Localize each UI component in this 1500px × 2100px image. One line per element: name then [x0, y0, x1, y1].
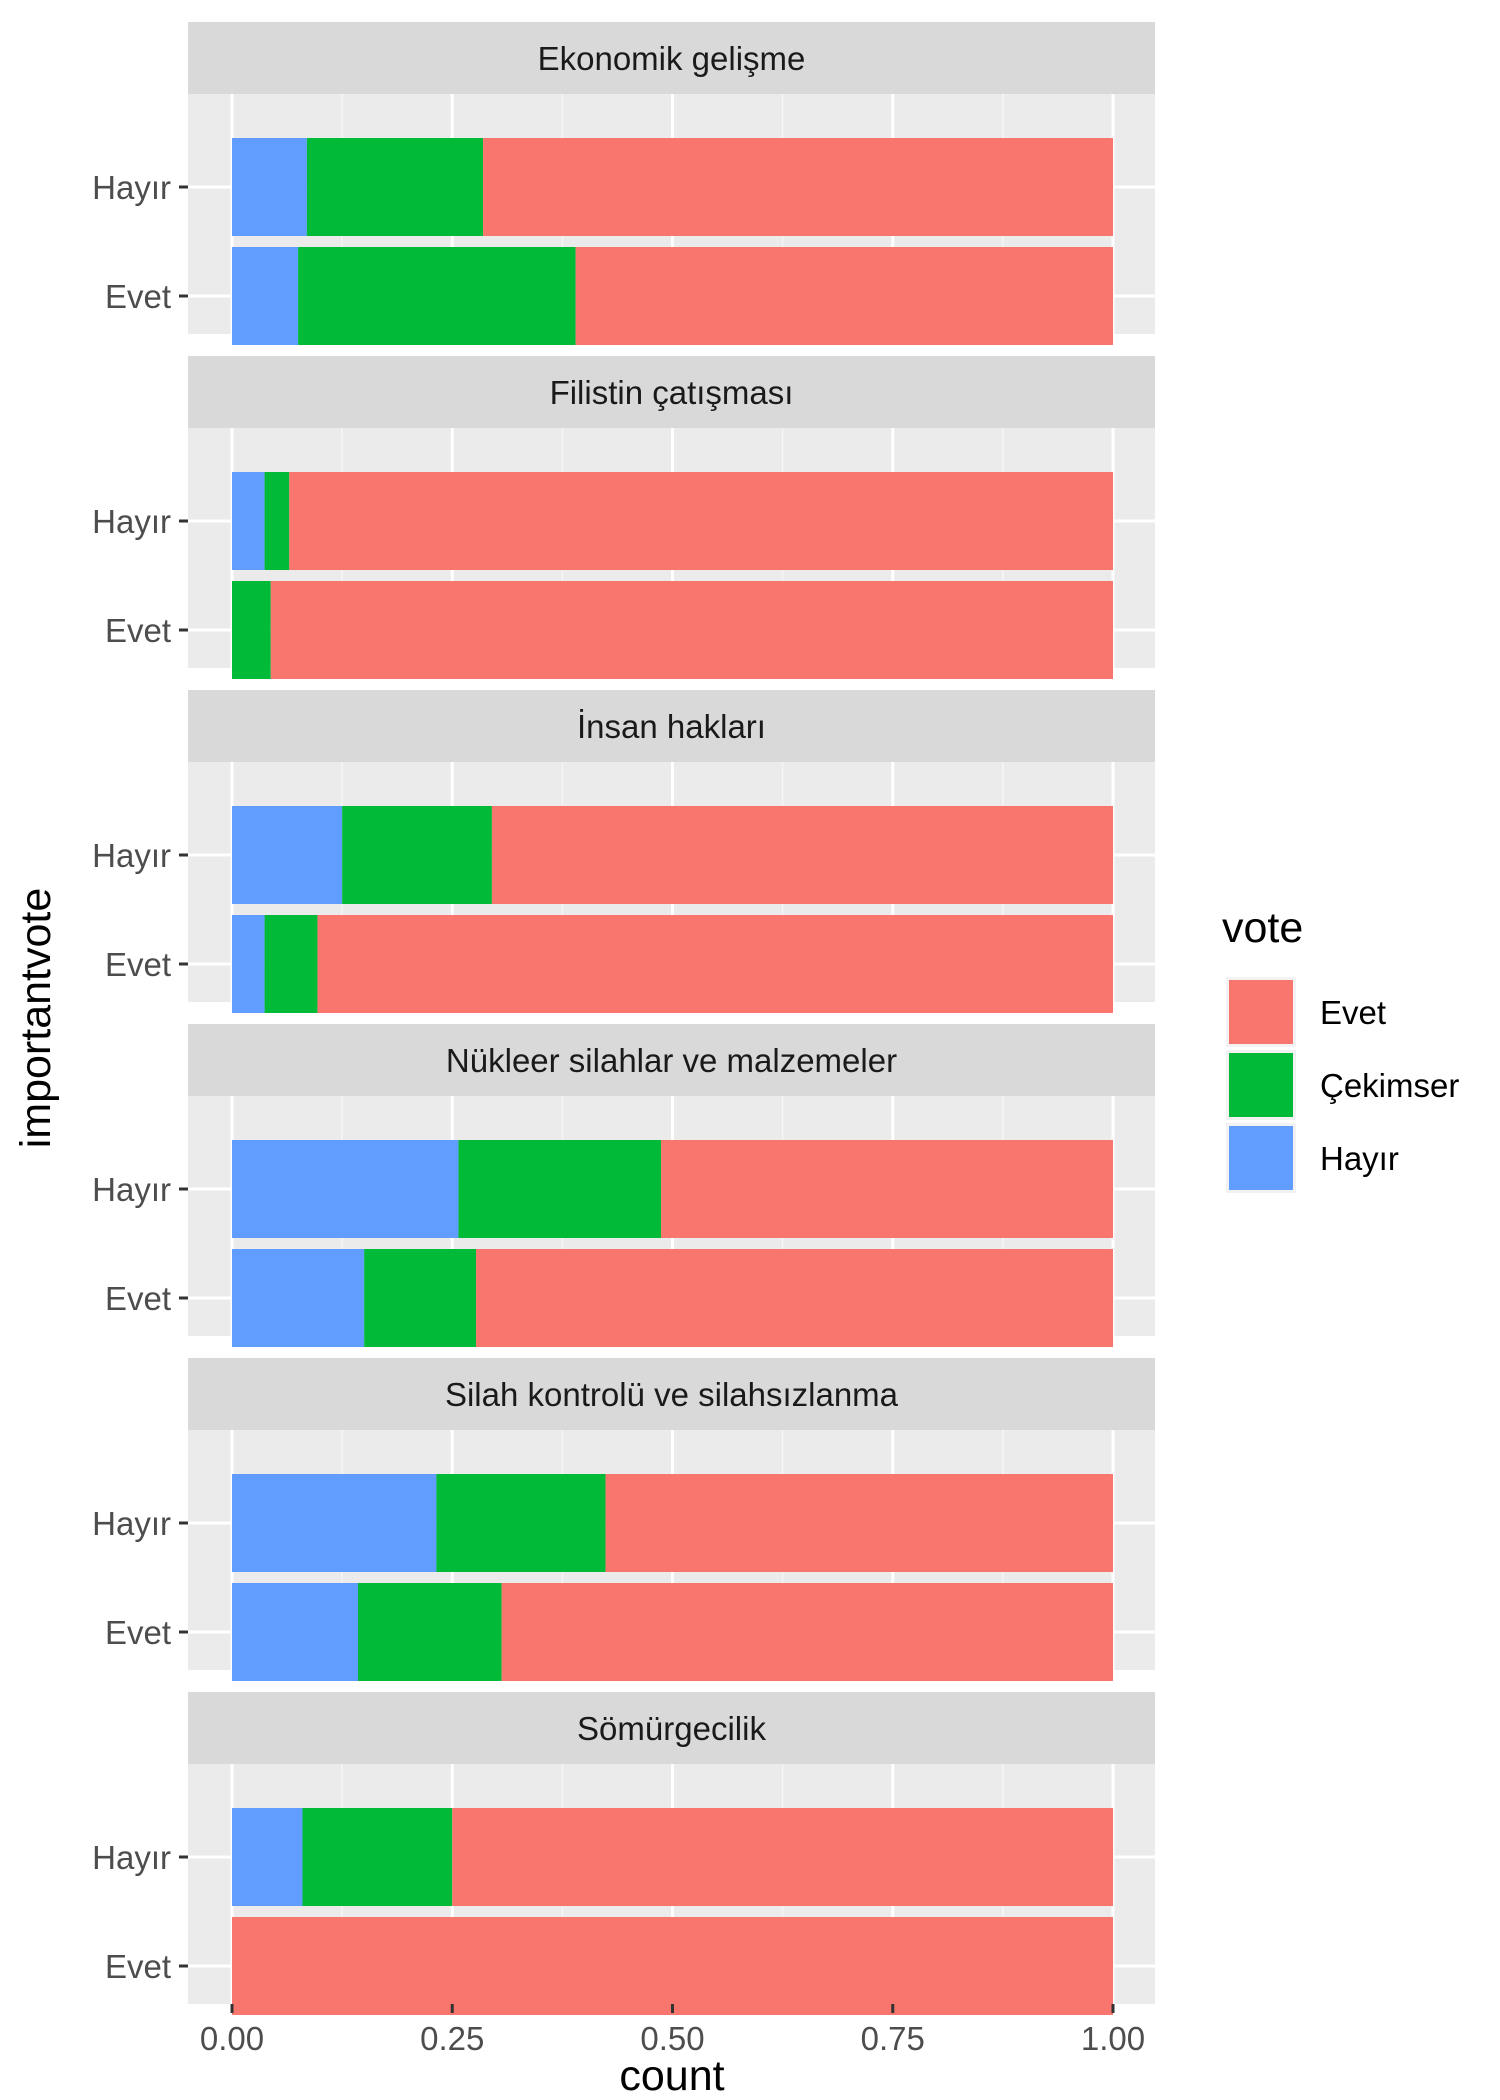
bar-segment — [452, 1808, 1113, 1906]
bar-segment — [232, 1249, 365, 1347]
facet-title: Sömürgecilik — [577, 1710, 766, 1747]
facet-strip — [188, 22, 1155, 94]
legend-key — [1229, 1126, 1293, 1190]
y-tick-label: Evet — [105, 278, 171, 315]
x-tick-label: 0.00 — [200, 2020, 264, 2057]
legend-label: Çekimser — [1320, 1067, 1459, 1104]
x-axis-label: count — [619, 2052, 724, 2100]
facet-6: Sömürgecilik Hayır Evet — [92, 1692, 1155, 2015]
bar-segment — [232, 1917, 1113, 2015]
bar-segment — [232, 1474, 437, 1572]
bar-segment — [302, 1808, 453, 1906]
y-tick-label: Evet — [105, 612, 171, 649]
legend-key — [1229, 980, 1293, 1044]
bar-segment — [232, 581, 271, 679]
facet-title: Ekonomik gelişme — [538, 40, 806, 77]
facet-title: Filistin çatışması — [550, 374, 794, 411]
bar-segment — [342, 806, 492, 904]
facet-strip — [188, 356, 1155, 428]
bar-segment — [232, 472, 265, 570]
facet-strip — [188, 1024, 1155, 1096]
y-tick-label: Hayır — [92, 1839, 171, 1876]
bar-segment — [264, 472, 290, 570]
bar-segment — [264, 915, 318, 1013]
bar-segment — [501, 1583, 1113, 1681]
facet-title: Silah kontrolü ve silahsızlanma — [445, 1376, 899, 1413]
y-tick-label: Evet — [105, 1948, 171, 1985]
bar-segment — [476, 1249, 1113, 1347]
legend: vote Evet Çekimser Hayır — [1222, 904, 1459, 1193]
legend-label: Evet — [1320, 994, 1386, 1031]
bar-segment — [232, 1140, 459, 1238]
y-tick-label: Hayır — [92, 1171, 171, 1208]
bar-segment — [232, 806, 343, 904]
y-axis-label: importantvote — [12, 888, 60, 1149]
legend-title: vote — [1222, 904, 1303, 952]
bar-segment — [317, 915, 1113, 1013]
bar-segment — [661, 1140, 1113, 1238]
x-axis: 0.00 0.25 0.50 0.75 1.00 — [200, 2004, 1145, 2057]
bar-segment — [364, 1249, 477, 1347]
bar-segment — [232, 915, 265, 1013]
facet-title: Nükleer silahlar ve malzemeler — [446, 1042, 897, 1079]
y-tick-label: Evet — [105, 946, 171, 983]
legend-key — [1229, 1053, 1293, 1117]
facet-strip — [188, 690, 1155, 762]
facet-5: Silah kontrolü ve silahsızlanma Hayır Evet — [92, 1358, 1155, 1681]
facet-1: Ekonomik gelişme Hayır Evet — [92, 22, 1155, 345]
legend-label: Hayır — [1320, 1140, 1399, 1177]
x-tick-label: 0.50 — [640, 2020, 704, 2057]
x-tick-label: 0.75 — [861, 2020, 925, 2057]
bar-segment — [289, 472, 1113, 570]
bar-segment — [232, 247, 299, 345]
y-tick-label: Hayır — [92, 1505, 171, 1542]
facet-3: İnsan hakları Hayır Evet — [92, 690, 1155, 1013]
x-tick-label: 1.00 — [1081, 2020, 1145, 2057]
facet-strip — [188, 1692, 1155, 1764]
bar-segment — [306, 138, 484, 236]
bar-segment — [436, 1474, 606, 1572]
y-tick-label: Evet — [105, 1614, 171, 1651]
y-tick-label: Evet — [105, 1280, 171, 1317]
facet-title: İnsan hakları — [577, 708, 766, 745]
bar-segment — [605, 1474, 1113, 1572]
x-tick-label: 0.25 — [420, 2020, 484, 2057]
y-tick-label: Hayır — [92, 503, 171, 540]
bar-segment — [357, 1583, 502, 1681]
facet-4: Nükleer silahlar ve malzemeler Hayır Evet — [92, 1024, 1155, 1347]
facet-2: Filistin çatışması Hayır Evet — [92, 356, 1155, 679]
bar-segment — [298, 247, 576, 345]
bar-segment — [575, 247, 1113, 345]
bar-segment — [458, 1140, 662, 1238]
bar-segment — [232, 1808, 303, 1906]
bar-segment — [270, 581, 1113, 679]
bar-segment — [232, 1583, 358, 1681]
bar-segment — [483, 138, 1114, 236]
y-tick-label: Hayır — [92, 837, 171, 874]
bar-segment — [491, 806, 1113, 904]
facet-strip — [188, 1358, 1155, 1430]
bar-segment — [232, 138, 307, 236]
y-tick-label: Hayır — [92, 169, 171, 206]
